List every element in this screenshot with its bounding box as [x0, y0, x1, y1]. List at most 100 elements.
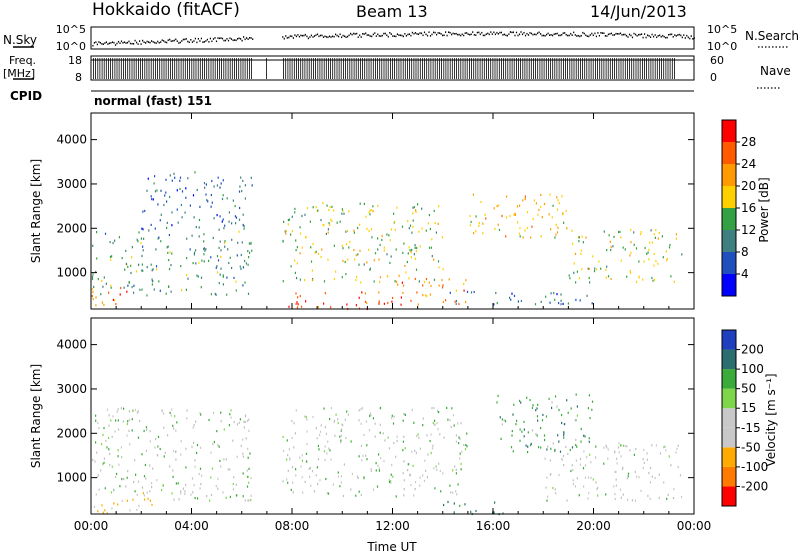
nsky-point [508, 33, 510, 35]
echo-cell [525, 444, 527, 447]
echo-cell [319, 433, 321, 437]
echo-cell [193, 484, 195, 487]
echo-cell [455, 440, 457, 443]
nsky-point [553, 33, 555, 35]
nsky-point [350, 32, 352, 35]
echo-cell [157, 203, 159, 206]
echo-cell [461, 450, 463, 453]
echo-cell [323, 450, 326, 453]
echo-cell [398, 274, 400, 277]
echo-cell [372, 205, 374, 208]
nsky-point [194, 37, 196, 40]
echo-cell [157, 435, 160, 438]
nsky-point [484, 34, 486, 37]
echo-cell [220, 255, 222, 258]
echo-cell [523, 435, 525, 438]
y-tick-label: 2000 [56, 426, 87, 440]
echo-cell [619, 488, 622, 491]
echo-cell [180, 492, 182, 495]
nsky-point [681, 36, 683, 39]
echo-cell [128, 429, 130, 432]
echo-cell [220, 249, 222, 252]
echo-cell [536, 407, 538, 410]
echo-cell [201, 474, 203, 477]
echo-cell [595, 481, 597, 484]
echo-cell [244, 499, 246, 502]
nsky-point [561, 34, 563, 36]
echo-cell [330, 218, 332, 221]
echo-cell [192, 491, 194, 494]
echo-cell [292, 481, 294, 484]
echo-cell [100, 443, 103, 446]
echo-cell [96, 451, 98, 454]
echo-cell [401, 281, 403, 284]
echo-cell [236, 455, 238, 458]
nsky-point [217, 37, 219, 39]
echo-cell [447, 500, 449, 504]
echo-cell [344, 418, 346, 421]
nsky-point [374, 32, 376, 34]
colorbar-tick-label: 4 [741, 267, 749, 281]
echo-cell [233, 476, 235, 479]
echo-cell [203, 240, 205, 243]
nsky-point [387, 35, 389, 38]
nsky-frame [90, 26, 695, 50]
echo-cell [449, 484, 451, 487]
echo-cell [222, 491, 224, 494]
echo-cell [141, 254, 143, 258]
echo-cell [234, 205, 236, 208]
nsky-point [154, 41, 156, 44]
echo-cell [91, 295, 93, 298]
echo-cell [363, 433, 365, 437]
nsky-point [212, 38, 215, 40]
echo-cell [453, 424, 455, 427]
echo-cell [332, 483, 334, 486]
echo-cell [532, 404, 534, 407]
echo-cell [169, 465, 171, 468]
echo-cell [613, 485, 615, 488]
echo-cell [524, 195, 526, 198]
echo-cell [513, 294, 516, 297]
echo-cell [294, 432, 296, 435]
echo-cell [631, 499, 633, 502]
echo-cell [211, 179, 213, 183]
nsky-point [223, 39, 225, 42]
echo-cell [220, 465, 222, 468]
echo-cell [540, 235, 542, 238]
echo-cell [175, 482, 177, 485]
echo-cell [394, 228, 396, 231]
echo-cell [501, 423, 503, 426]
echo-cell [123, 286, 125, 289]
echo-cell [419, 245, 421, 248]
echo-cell [181, 216, 183, 219]
colorbar-swatch [722, 486, 736, 506]
echo-cell [526, 227, 528, 230]
nsky-point [457, 33, 459, 36]
echo-cell [296, 306, 299, 309]
nsky-point [420, 32, 423, 35]
echo-cell [245, 262, 247, 265]
echo-cell [395, 248, 397, 251]
echo-cell [229, 413, 231, 416]
echo-cell [587, 267, 589, 270]
echo-cell [433, 467, 435, 470]
echo-cell [217, 477, 219, 480]
nsky-point [511, 31, 513, 34]
echo-cell [457, 483, 459, 486]
nsky-point [425, 33, 427, 36]
echo-cell [470, 510, 472, 513]
nsky-point [383, 32, 385, 35]
echo-cell [285, 229, 287, 232]
echo-cell [390, 481, 392, 484]
echo-cell [416, 434, 418, 438]
echo-cell [185, 483, 187, 486]
echo-cell [395, 495, 397, 498]
echo-cell [639, 233, 642, 236]
echo-cell [328, 222, 330, 225]
echo-cell [306, 207, 309, 210]
echo-cell [222, 179, 224, 182]
nsky-point [375, 35, 377, 37]
echo-cell [640, 489, 642, 492]
echo-cell [153, 288, 155, 291]
echo-cell [169, 174, 171, 177]
